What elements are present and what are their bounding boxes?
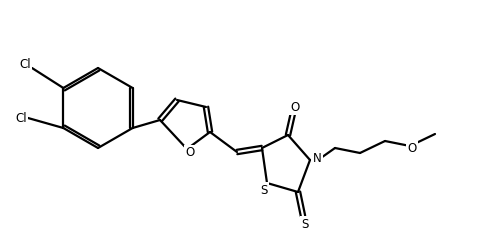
Text: S: S [301,217,309,230]
Text: Cl: Cl [19,58,31,71]
Text: S: S [260,184,268,196]
Text: N: N [313,152,321,164]
Text: Cl: Cl [15,112,27,125]
Text: O: O [290,101,300,114]
Text: O: O [407,141,417,154]
Text: O: O [185,147,195,159]
